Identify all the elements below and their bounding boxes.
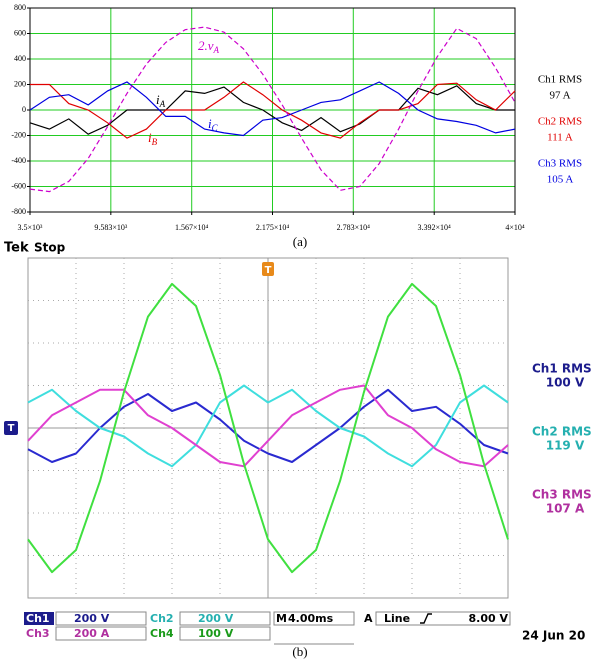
x-tick-label: 1.567×10⁴: [175, 223, 209, 232]
caption: (a): [293, 234, 307, 249]
y-tick-label: 0: [22, 105, 26, 114]
rms-value: 97 A: [549, 90, 570, 102]
caption: (b): [292, 644, 307, 659]
ground-marker: T: [8, 423, 15, 434]
y-tick-label: -200: [11, 130, 26, 139]
y-tick-label: 800: [14, 3, 26, 12]
channel-name: Ch1: [26, 612, 50, 625]
figure: -800 -600 -400 -200 0 200 400 600 800 3.5×10³ 9.58…: [0, 0, 599, 661]
rms-value: 111 A: [547, 132, 573, 144]
date: 24 Jun 20: [522, 629, 585, 643]
timebase-value: 4.00ms: [288, 612, 334, 625]
y-tick-label: -600: [11, 181, 26, 190]
channel-scale: 200 A: [74, 627, 110, 640]
channel-scale: 200 V: [198, 612, 234, 625]
rms-title: Ch3 RMS: [538, 158, 582, 170]
trigger-source: Line: [384, 612, 410, 625]
scope-status: Stop: [34, 241, 66, 255]
rms-value: 119 V: [546, 439, 585, 453]
rms-title: Ch2 RMS: [538, 116, 582, 128]
channel-name: Ch3: [26, 627, 50, 640]
rms-title: Ch1 RMS: [538, 74, 582, 86]
channel-scale: 200 V: [74, 612, 110, 625]
series-label-sub: B: [152, 137, 158, 147]
y-tick-label: 200: [14, 79, 26, 88]
series-label-name: 2.v: [198, 38, 214, 53]
x-tick-label: 2.783×10⁴: [337, 223, 371, 232]
channel-name: Ch2: [150, 612, 174, 625]
channel-name: Ch4: [150, 627, 174, 640]
scope-header: Tek: [4, 241, 29, 256]
trigger-source-label: A: [364, 612, 373, 625]
x-tick-label: 9.583×10³: [94, 223, 128, 232]
y-tick-label: 400: [14, 54, 26, 63]
trigger-level: 8.00 V: [469, 612, 509, 625]
rms-title: Ch1 RMS: [532, 362, 592, 376]
series-label-sub: A: [159, 99, 166, 109]
x-tick-label: 4×10⁴: [505, 223, 525, 232]
x-tick-label: 3.392×10⁴: [418, 223, 452, 232]
x-tick-label: 2.175×10⁴: [256, 223, 290, 232]
rms-value: 105 A: [547, 174, 574, 186]
y-tick-label: -800: [11, 207, 26, 216]
x-tick-label: 3.5×10³: [18, 223, 44, 232]
trigger-marker: T: [265, 265, 272, 276]
rms-value: 107 A: [546, 502, 585, 516]
series-label-sub: A: [213, 45, 220, 55]
rms-title: Ch2 RMS: [532, 425, 592, 439]
y-tick-label: -400: [11, 156, 26, 165]
rms-value: 100 V: [546, 376, 585, 390]
y-tick-label: 600: [14, 28, 26, 37]
rms-title: Ch3 RMS: [532, 488, 592, 502]
series-label-sub: C: [212, 123, 219, 133]
channel-scale: 100 V: [198, 627, 234, 640]
timebase-mode: M: [276, 612, 287, 625]
